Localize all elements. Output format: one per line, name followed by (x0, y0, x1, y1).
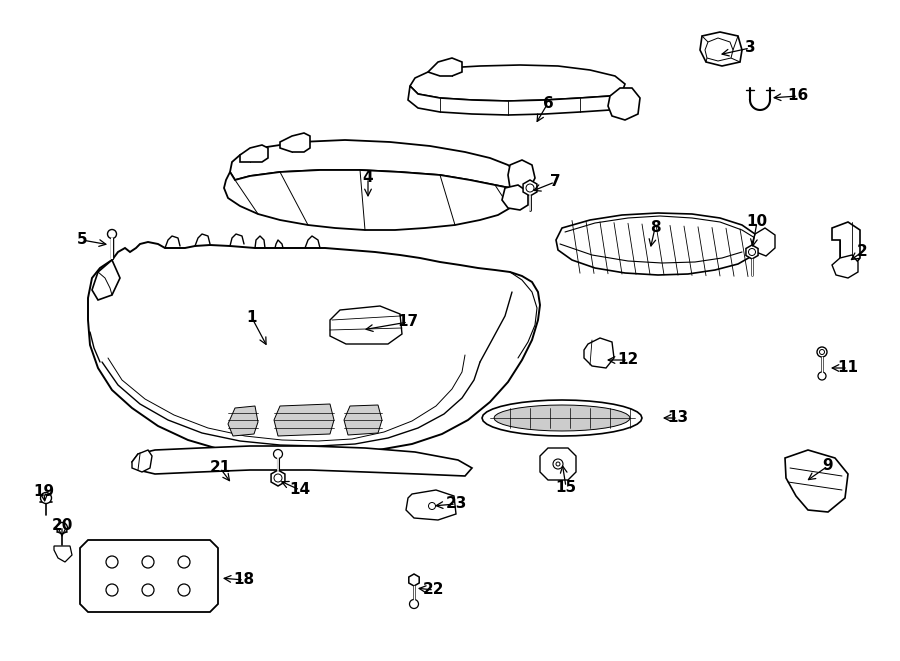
Text: 5: 5 (76, 233, 87, 247)
Polygon shape (584, 338, 614, 368)
Polygon shape (132, 446, 472, 476)
Circle shape (410, 600, 418, 609)
Text: 21: 21 (210, 461, 230, 475)
Text: 8: 8 (650, 221, 661, 235)
Polygon shape (502, 185, 528, 210)
Polygon shape (228, 406, 258, 436)
Polygon shape (406, 490, 456, 520)
Text: 15: 15 (555, 479, 577, 494)
Circle shape (820, 350, 824, 354)
Polygon shape (80, 540, 218, 612)
Polygon shape (92, 260, 120, 300)
Circle shape (274, 449, 283, 459)
Polygon shape (785, 450, 848, 512)
Text: 9: 9 (823, 459, 833, 473)
Circle shape (274, 474, 282, 482)
Circle shape (107, 229, 116, 239)
Polygon shape (344, 405, 382, 435)
Text: 3: 3 (744, 40, 755, 56)
Text: 1: 1 (247, 311, 257, 325)
Text: 18: 18 (233, 572, 255, 588)
Polygon shape (523, 180, 537, 196)
Circle shape (556, 462, 560, 466)
Polygon shape (408, 86, 622, 115)
Polygon shape (240, 145, 268, 162)
Polygon shape (540, 448, 576, 480)
Circle shape (40, 492, 51, 504)
Text: 16: 16 (788, 89, 808, 104)
Text: 2: 2 (857, 245, 868, 260)
Text: 13: 13 (668, 410, 688, 426)
Text: 11: 11 (838, 360, 859, 375)
Polygon shape (752, 228, 775, 256)
Text: 22: 22 (423, 582, 445, 598)
Circle shape (749, 249, 755, 256)
Circle shape (818, 372, 826, 380)
Polygon shape (224, 170, 515, 230)
Circle shape (526, 184, 534, 192)
Polygon shape (832, 255, 858, 278)
Text: 20: 20 (51, 518, 73, 533)
Polygon shape (88, 242, 540, 455)
Polygon shape (330, 306, 402, 344)
Polygon shape (271, 470, 285, 486)
Polygon shape (705, 38, 733, 61)
Polygon shape (54, 546, 72, 562)
Text: 6: 6 (543, 95, 553, 110)
Polygon shape (409, 574, 419, 586)
Text: 7: 7 (550, 175, 561, 190)
Polygon shape (132, 450, 152, 472)
Polygon shape (274, 404, 334, 436)
Polygon shape (230, 140, 520, 188)
Polygon shape (556, 213, 758, 275)
Text: 17: 17 (398, 315, 418, 329)
Text: 14: 14 (290, 483, 310, 498)
Polygon shape (280, 133, 310, 152)
Circle shape (57, 522, 68, 533)
Text: 12: 12 (617, 352, 639, 368)
Text: 23: 23 (446, 496, 467, 512)
Polygon shape (494, 405, 630, 431)
Polygon shape (410, 65, 625, 101)
Text: 10: 10 (746, 215, 768, 229)
Polygon shape (700, 32, 742, 66)
Polygon shape (746, 245, 758, 259)
Polygon shape (482, 400, 642, 436)
Polygon shape (832, 222, 860, 268)
Text: 4: 4 (363, 171, 374, 186)
Polygon shape (608, 88, 640, 120)
Polygon shape (428, 58, 462, 76)
Polygon shape (508, 160, 535, 190)
Circle shape (817, 347, 827, 357)
Text: 19: 19 (33, 485, 55, 500)
